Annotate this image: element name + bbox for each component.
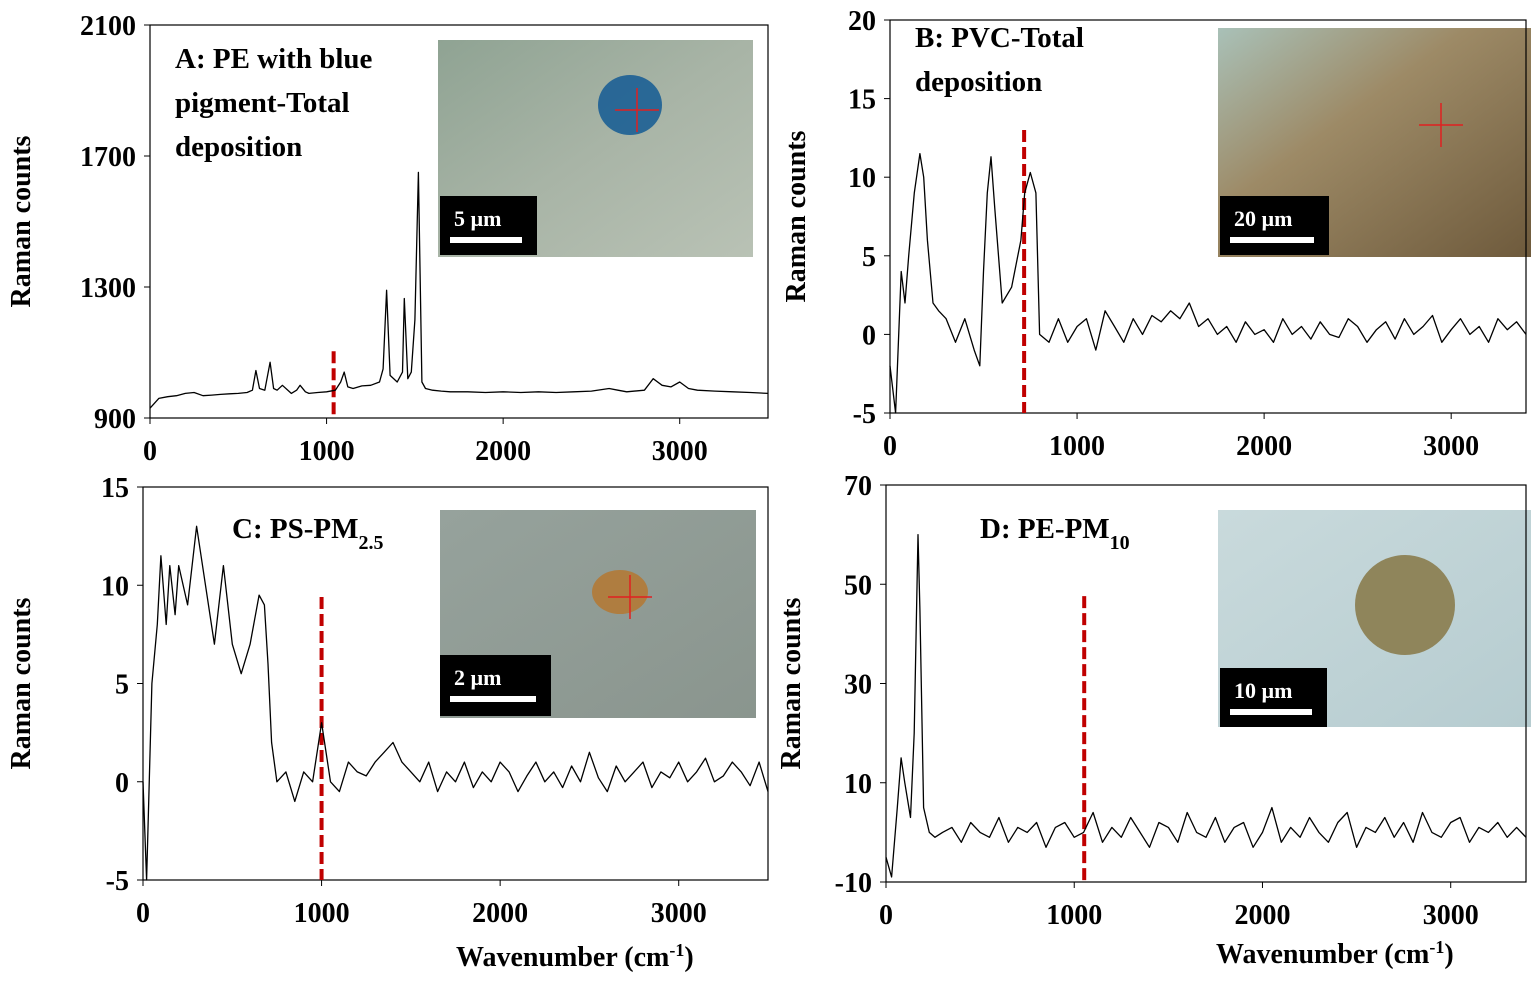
plot-frame xyxy=(149,24,769,419)
x-tick-label: 2000 xyxy=(1236,431,1292,462)
spectrum-line xyxy=(142,525,769,881)
scale-bar xyxy=(450,237,522,243)
x-tick-label: 0 xyxy=(136,898,150,929)
x-tick-label: 1000 xyxy=(1049,431,1105,462)
y-tick-label: 1700 xyxy=(80,142,136,173)
spectrum-line xyxy=(149,171,769,409)
x-tick-label: 1000 xyxy=(299,436,355,467)
panel-title: B: PVC-Total xyxy=(915,22,1084,54)
x-axis-label: Wavenumber (cm-1) xyxy=(1216,937,1454,970)
x-tick-label: 3000 xyxy=(652,436,708,467)
panel: 5 µm 900 1300 1700 2100 0 1000 2000 3000 Raman co… xyxy=(6,11,769,467)
x-axis-label-text: Wavenumber (cm xyxy=(456,942,669,973)
panel-title: D: PE-PM10 xyxy=(980,513,1130,554)
y-tick-label: 15 xyxy=(101,473,129,504)
x-axis-label-text: Wavenumber (cm xyxy=(1216,939,1429,970)
scale-bar-label: 5 µm xyxy=(454,206,502,231)
x-axis-label: Wavenumber (cm-1) xyxy=(456,940,694,973)
x-axis-label-superscript: -1 xyxy=(669,940,684,960)
y-axis-label: Raman counts xyxy=(781,130,812,302)
x-axis-label-text: ) xyxy=(684,942,693,973)
x-tick-label: 2000 xyxy=(1234,900,1290,931)
y-tick-label: 2100 xyxy=(80,11,136,42)
panel-title: C: PS-PM2.5 xyxy=(232,513,383,554)
y-tick-label: 10 xyxy=(101,571,129,602)
y-tick-label: 20 xyxy=(848,6,876,37)
y-tick-label: 50 xyxy=(844,570,872,601)
panel-title: A: PE with blue xyxy=(175,43,373,75)
panel-title: deposition xyxy=(915,66,1042,98)
panel-title: pigment-Total xyxy=(175,87,350,119)
y-tick-label: 0 xyxy=(862,320,876,351)
y-axis-label: Raman counts xyxy=(776,597,807,769)
scale-bar xyxy=(450,696,536,702)
x-tick-label: 0 xyxy=(143,436,157,467)
particle xyxy=(598,75,662,135)
scale-bar-box xyxy=(1220,668,1327,727)
x-axis-label-superscript: -1 xyxy=(1429,937,1444,957)
y-tick-label: 0 xyxy=(115,768,129,799)
panel-title-text: C: PS-PM xyxy=(232,513,358,545)
scale-bar xyxy=(1230,237,1314,243)
y-tick-label: -5 xyxy=(106,866,129,897)
scale-bar-box xyxy=(440,196,537,255)
panel: 10 µm -10 10 30 50 70 0 1000 2000 3000 Raman count… xyxy=(776,471,1531,970)
panel-title: deposition xyxy=(175,131,302,163)
y-axis-label: Raman counts xyxy=(6,597,37,769)
x-axis-label-text: ) xyxy=(1444,939,1453,970)
y-tick-label: 1300 xyxy=(80,273,136,304)
x-tick-label: 2000 xyxy=(475,436,531,467)
x-tick-label: 1000 xyxy=(294,898,350,929)
scale-bar-box xyxy=(440,655,551,716)
panel-title-subscript: 2.5 xyxy=(358,532,383,554)
y-tick-label: 5 xyxy=(862,242,876,273)
y-tick-label: 5 xyxy=(115,670,129,701)
y-tick-label: -5 xyxy=(853,399,876,430)
panel-title-subscript: 10 xyxy=(1110,532,1130,554)
scale-bar xyxy=(1230,709,1312,715)
scale-bar-box xyxy=(1220,196,1329,255)
scale-bar-label: 10 µm xyxy=(1234,678,1293,703)
x-tick-label: 0 xyxy=(883,431,897,462)
panel-title-text: D: PE-PM xyxy=(980,513,1110,545)
x-tick-label: 3000 xyxy=(1423,431,1479,462)
x-tick-label: 3000 xyxy=(1423,900,1479,931)
y-tick-label: 15 xyxy=(848,85,876,116)
y-tick-label: 900 xyxy=(94,404,136,435)
scale-bar-label: 2 µm xyxy=(454,665,502,690)
x-tick-label: 0 xyxy=(879,900,893,931)
particle xyxy=(1355,555,1455,655)
y-tick-label: 10 xyxy=(844,769,872,800)
spectrum-line xyxy=(885,533,1527,878)
y-tick-label: 70 xyxy=(844,471,872,502)
x-tick-label: 1000 xyxy=(1046,900,1102,931)
y-axis-label: Raman counts xyxy=(6,135,37,307)
x-tick-label: 2000 xyxy=(472,898,528,929)
spectrum-line xyxy=(889,152,1527,414)
scale-bar-label: 20 µm xyxy=(1234,206,1293,231)
y-tick-label: 30 xyxy=(844,670,872,701)
y-tick-label: -10 xyxy=(835,868,872,899)
x-tick-label: 3000 xyxy=(651,898,707,929)
plot-frame xyxy=(889,19,1527,414)
y-tick-label: 10 xyxy=(848,163,876,194)
particle xyxy=(592,570,648,614)
